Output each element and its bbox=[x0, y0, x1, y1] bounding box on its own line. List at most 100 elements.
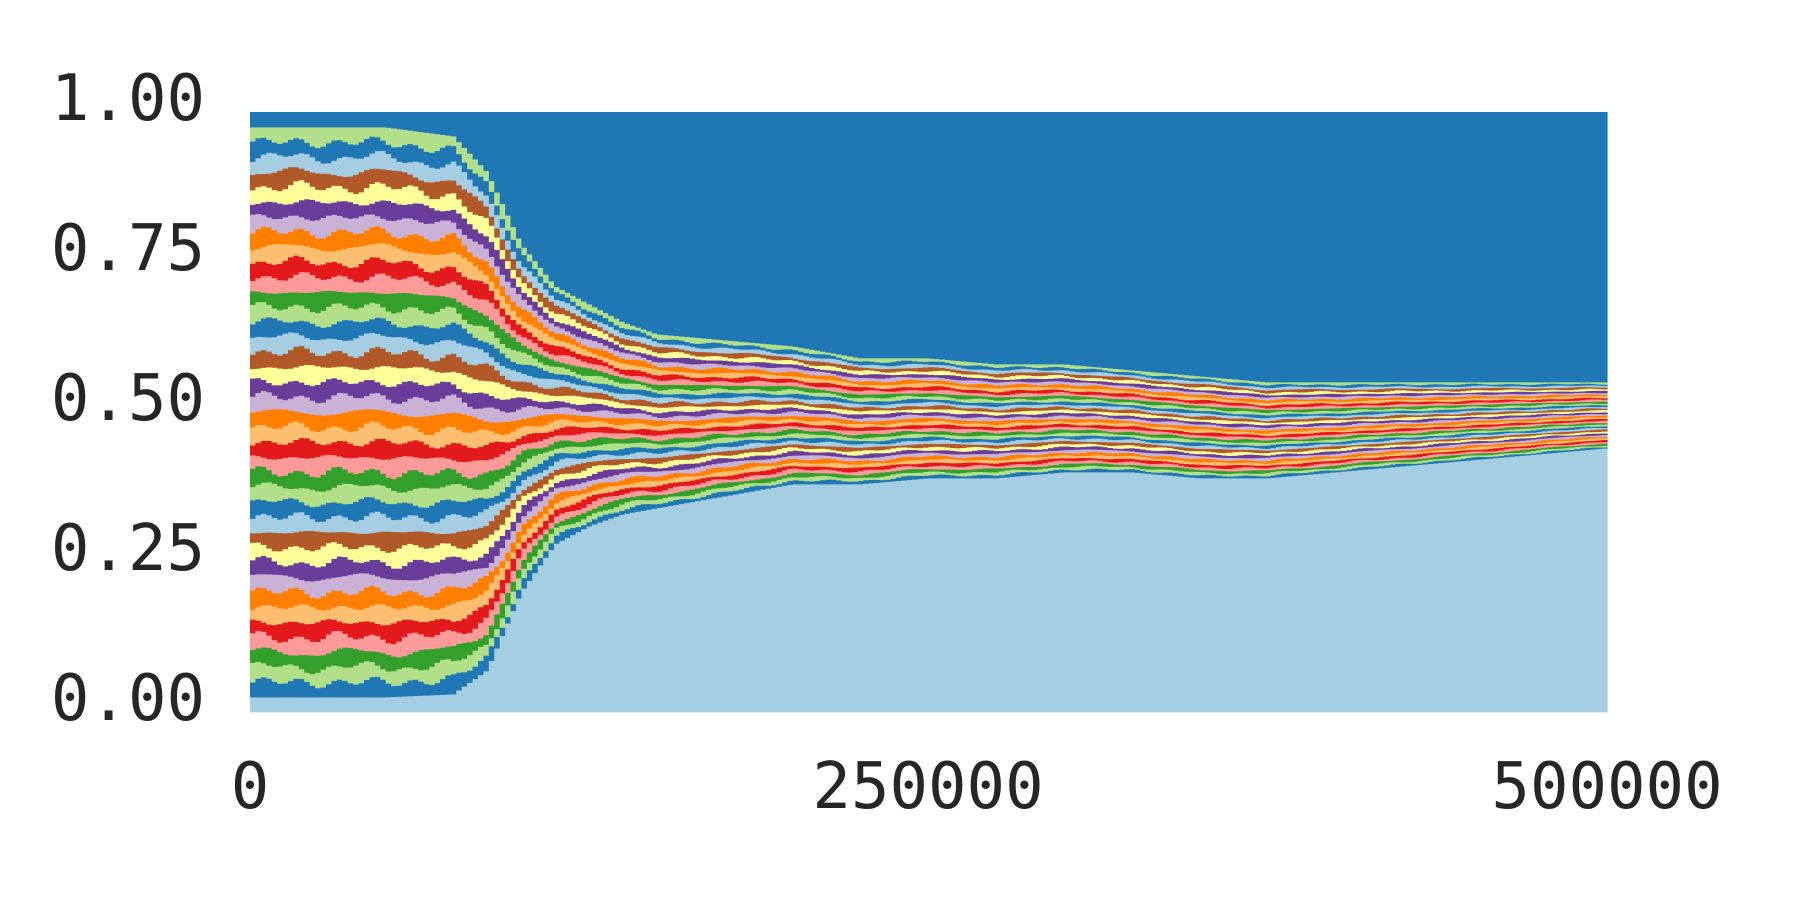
area-segment-series-35 bbox=[488, 216, 495, 226]
area-segment-series-26 bbox=[575, 373, 582, 379]
area-segment-series-35 bbox=[553, 305, 560, 314]
area-segment-series-7 bbox=[439, 588, 447, 609]
area-segment-series-8 bbox=[467, 569, 474, 587]
area-segment-series-27 bbox=[689, 384, 696, 391]
area-segment-series-12 bbox=[819, 441, 826, 447]
area-segment-series-38 bbox=[591, 306, 598, 314]
area-segment-series-36 bbox=[445, 163, 452, 181]
area-segment-series-39 bbox=[407, 112, 414, 131]
area-segment-series-10 bbox=[667, 460, 674, 467]
area-segment-series-26 bbox=[559, 367, 566, 375]
area-segment-series-18 bbox=[472, 430, 479, 449]
area-segment-series-9 bbox=[298, 561, 305, 581]
area-segment-series-5 bbox=[288, 621, 295, 639]
area-segment-series-20 bbox=[483, 407, 490, 422]
area-segment-series-7 bbox=[814, 459, 821, 464]
area-segment-series-17 bbox=[852, 427, 859, 431]
area-segment-series-3 bbox=[315, 655, 322, 673]
area-segment-series-24 bbox=[646, 396, 653, 402]
area-segment-series-8 bbox=[695, 466, 702, 473]
area-segment-series-12 bbox=[515, 485, 522, 495]
area-segment-series-23 bbox=[868, 406, 875, 411]
area-segment-series-10 bbox=[461, 548, 468, 560]
area-segment-series-25 bbox=[543, 370, 550, 379]
area-segment-series-7 bbox=[331, 590, 338, 608]
area-segment-series-7 bbox=[429, 596, 436, 610]
area-segment-series-37 bbox=[863, 360, 870, 366]
area-segment-series-6 bbox=[602, 486, 609, 494]
area-segment-series-32 bbox=[342, 217, 349, 230]
area-segment-series-12 bbox=[304, 514, 311, 531]
area-segment-series-38 bbox=[401, 129, 409, 146]
area-segment-series-34 bbox=[863, 369, 870, 375]
area-segment-series-15 bbox=[559, 440, 566, 448]
area-segment-series-23 bbox=[906, 405, 913, 410]
area-segment-series-36 bbox=[282, 156, 289, 169]
area-segment-series-32 bbox=[613, 350, 620, 357]
area-segment-series-18 bbox=[499, 434, 506, 443]
area-segment-series-14 bbox=[602, 443, 609, 451]
area-segment-series-37 bbox=[923, 361, 930, 365]
area-segment-series-18 bbox=[429, 434, 436, 448]
area-segment-series-16 bbox=[689, 432, 696, 439]
area-segment-series-26 bbox=[499, 343, 506, 354]
area-segment-series-19 bbox=[277, 408, 284, 429]
area-segment-series-23 bbox=[309, 352, 316, 366]
area-segment-series-33 bbox=[771, 363, 778, 368]
area-segment-series-30 bbox=[380, 242, 387, 260]
area-segment-series-33 bbox=[749, 361, 756, 366]
area-segment-series-37 bbox=[477, 176, 485, 192]
area-segment-series-22 bbox=[738, 405, 745, 410]
area-segment-series-27 bbox=[695, 384, 702, 391]
area-segment-series-34 bbox=[667, 351, 674, 359]
area-segment-series-6 bbox=[575, 494, 582, 503]
area-segment-series-23 bbox=[331, 350, 338, 368]
area-segment-series-7 bbox=[543, 505, 550, 514]
area-segment-series-11 bbox=[250, 533, 257, 543]
area-segment-series-37 bbox=[705, 342, 712, 349]
area-segment-series-22 bbox=[521, 391, 528, 398]
area-segment-series-18 bbox=[901, 421, 908, 426]
area-segment-series-4 bbox=[494, 601, 501, 615]
area-segment-series-33 bbox=[336, 201, 343, 216]
area-segment-series-6 bbox=[331, 607, 338, 620]
area-segment-series-31 bbox=[602, 350, 609, 358]
area-segment-series-23 bbox=[288, 349, 295, 369]
area-segment-series-30 bbox=[733, 372, 740, 379]
area-segment-series-18 bbox=[613, 424, 620, 429]
area-segment-series-14 bbox=[765, 435, 772, 441]
area-segment-series-38 bbox=[771, 344, 778, 350]
area-segment-series-38 bbox=[488, 180, 495, 192]
area-segment-series-2 bbox=[472, 650, 479, 667]
area-segment-series-30 bbox=[407, 251, 414, 262]
area-segment-series-5 bbox=[483, 604, 490, 618]
area-segment-series-18 bbox=[825, 420, 832, 426]
area-segment-series-5 bbox=[760, 470, 767, 476]
area-segment-series-38 bbox=[765, 343, 772, 350]
area-segment-series-17 bbox=[434, 448, 441, 458]
area-segment-series-0 bbox=[434, 694, 441, 713]
area-segment-series-24 bbox=[461, 345, 468, 362]
area-segment-series-10 bbox=[619, 463, 626, 470]
area-segment-series-21 bbox=[841, 413, 848, 418]
area-segment-series-33 bbox=[798, 365, 805, 370]
area-segment-series-0 bbox=[830, 484, 837, 713]
area-segment-series-8 bbox=[868, 457, 875, 461]
area-segment-series-16 bbox=[423, 458, 430, 475]
area-segment-series-12 bbox=[825, 441, 832, 447]
area-segment-series-25 bbox=[298, 320, 305, 336]
area-segment-series-11 bbox=[879, 445, 886, 451]
area-segment-series-32 bbox=[906, 376, 913, 380]
area-segment-series-22 bbox=[689, 405, 696, 412]
area-segment-series-27 bbox=[499, 328, 506, 345]
area-segment-series-31 bbox=[792, 371, 799, 377]
area-segment-series-36 bbox=[874, 364, 881, 369]
area-segment-series-22 bbox=[575, 395, 582, 405]
area-segment-series-29 bbox=[537, 340, 544, 348]
area-segment-series-20 bbox=[651, 416, 658, 421]
area-segment-series-5 bbox=[467, 614, 474, 633]
area-segment-series-11 bbox=[722, 450, 729, 456]
area-segment-series-23 bbox=[678, 400, 685, 407]
area-segment-series-35 bbox=[353, 174, 360, 195]
area-segment-series-4 bbox=[841, 471, 848, 475]
